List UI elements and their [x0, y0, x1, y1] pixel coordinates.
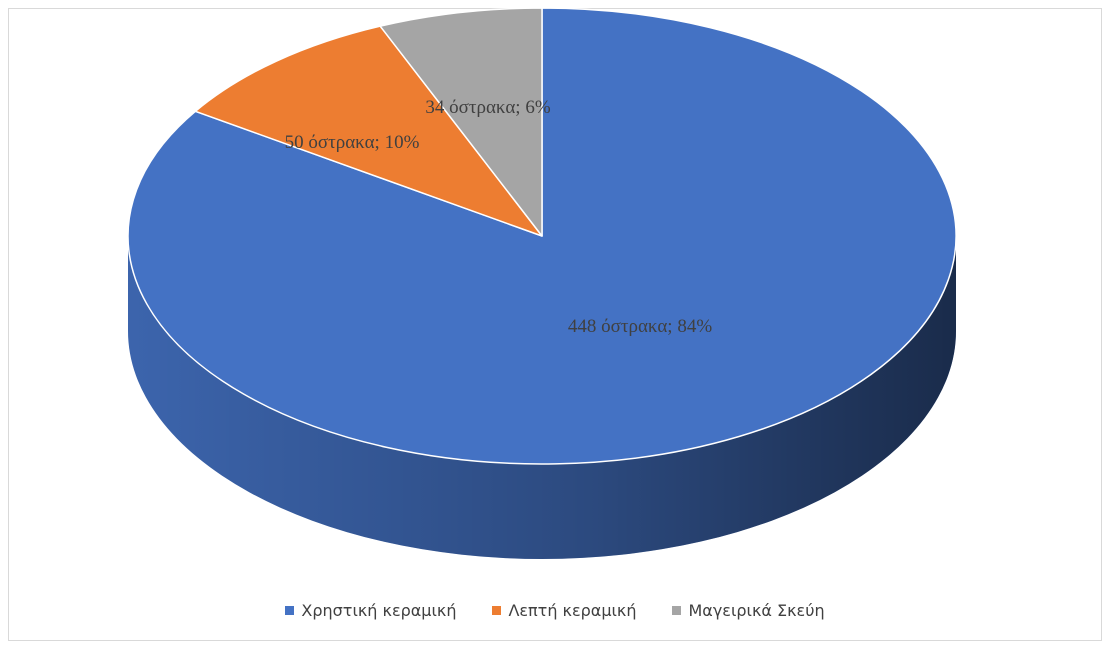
legend-item: Λεπτή κεραμική: [492, 601, 636, 620]
slice: [194, 25, 543, 237]
legend-label: Χρηστική κεραμική: [301, 601, 457, 620]
side-shade: [128, 236, 956, 559]
slice: [379, 7, 543, 237]
legend-item: Μαγειρικά Σκεύη: [672, 601, 825, 620]
label-box: 34 όστρακα; 6%: [425, 97, 551, 118]
data-label: 34 όστρακα; 6%: [425, 97, 551, 118]
legend-swatch: [672, 606, 682, 615]
legend-label: Λεπτή κεραμική: [508, 601, 637, 620]
data-label: 50 όστρακα; 10%: [284, 132, 420, 153]
legend-label: Μαγειρικά Σκεύη: [688, 601, 825, 620]
data-label: 448 όστρακα; 84%: [567, 316, 713, 337]
label-box: 50 όστρακα; 10%: [284, 132, 420, 153]
legend-item: Χρηστική κεραμική: [285, 601, 456, 620]
label-box: 448 όστρακα; 84%: [567, 316, 713, 337]
legend: Χρηστική κεραμική Λεπτή κεραμική Μαγειρικά…: [0, 601, 1110, 620]
legend-swatch: [492, 606, 502, 615]
legend-swatch: [285, 606, 295, 615]
